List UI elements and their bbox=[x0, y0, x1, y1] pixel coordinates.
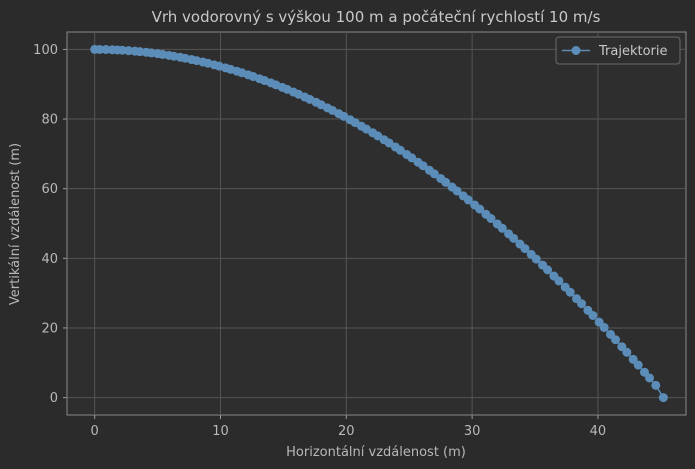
trajectory-point bbox=[475, 204, 485, 214]
trajectory-point bbox=[622, 347, 632, 357]
trajectory-point bbox=[429, 169, 439, 179]
trajectory-point bbox=[463, 195, 473, 205]
trajectory-point bbox=[645, 373, 655, 383]
trajectory-point bbox=[441, 177, 451, 187]
trajectory-point bbox=[565, 287, 575, 297]
x-tick-label: 20 bbox=[338, 424, 355, 439]
trajectory-point bbox=[599, 322, 609, 332]
legend: Trajektorie bbox=[555, 36, 681, 65]
trajectory-point bbox=[418, 161, 428, 171]
trajectory-point bbox=[577, 299, 587, 309]
trajectory-point bbox=[520, 244, 530, 254]
y-axis-label: Vertikální vzdálenost (m) bbox=[8, 143, 23, 305]
trajectory-point bbox=[101, 45, 111, 55]
trajectory-point bbox=[633, 360, 643, 370]
trajectory-point bbox=[452, 186, 462, 196]
y-tick-label: 80 bbox=[41, 113, 58, 128]
trajectory-point bbox=[658, 393, 668, 403]
trajectory-point bbox=[543, 265, 553, 275]
legend-label: Trajektorie bbox=[598, 44, 668, 59]
x-axis-label: Horizontální vzdálenost (m) bbox=[286, 445, 466, 460]
legend-marker-swatch bbox=[571, 46, 581, 55]
y-tick-label: 20 bbox=[41, 321, 58, 336]
trajectory-point bbox=[509, 233, 519, 243]
trajectory-point bbox=[486, 214, 496, 224]
trajectory-point bbox=[95, 44, 105, 54]
trajectory-point bbox=[588, 310, 598, 320]
axis-ticks: 0 10 20 30 40 0 20 40 60 80 100 bbox=[33, 43, 606, 439]
y-tick-label: 0 bbox=[50, 391, 58, 406]
trajectory-point bbox=[531, 254, 541, 264]
trajectory-point bbox=[611, 335, 621, 345]
y-tick-label: 40 bbox=[41, 252, 58, 267]
trajectory-point bbox=[407, 153, 417, 163]
trajectory-point bbox=[497, 223, 507, 233]
trajectory-point bbox=[554, 276, 564, 286]
plot-area bbox=[66, 31, 687, 416]
series-layer bbox=[90, 44, 668, 403]
x-tick-label: 10 bbox=[212, 424, 229, 439]
x-tick-label: 0 bbox=[91, 424, 99, 439]
trajectory-point bbox=[651, 380, 661, 390]
y-tick-label: 100 bbox=[33, 43, 58, 58]
legend-box bbox=[555, 36, 681, 65]
x-tick-label: 30 bbox=[464, 424, 481, 439]
chart-title: Vrh vodorovný s výškou 100 m a počáteční… bbox=[152, 8, 601, 26]
y-tick-label: 60 bbox=[41, 182, 58, 197]
x-tick-label: 40 bbox=[590, 424, 607, 439]
